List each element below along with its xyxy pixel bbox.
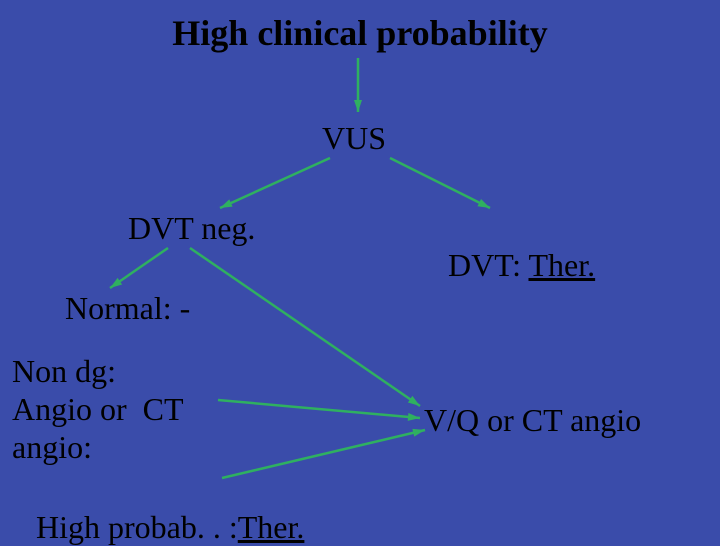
title: High clinical probability: [0, 12, 720, 54]
node-dvt-ther-prefix: DVT:: [448, 247, 528, 283]
node-high-prob: High probab. . :Ther.: [20, 472, 304, 546]
node-normal: Normal: -: [65, 290, 190, 327]
node-dvt-neg: DVT neg.: [128, 210, 255, 247]
node-vq: V/Q or CT angio: [424, 402, 641, 439]
node-nondg: Non dg: Angio or CT angio:: [12, 352, 184, 466]
node-dvt-ther-link: Ther.: [528, 247, 595, 283]
node-dvt-ther: DVT: Ther.: [432, 210, 595, 284]
node-vus: VUS: [322, 120, 386, 157]
